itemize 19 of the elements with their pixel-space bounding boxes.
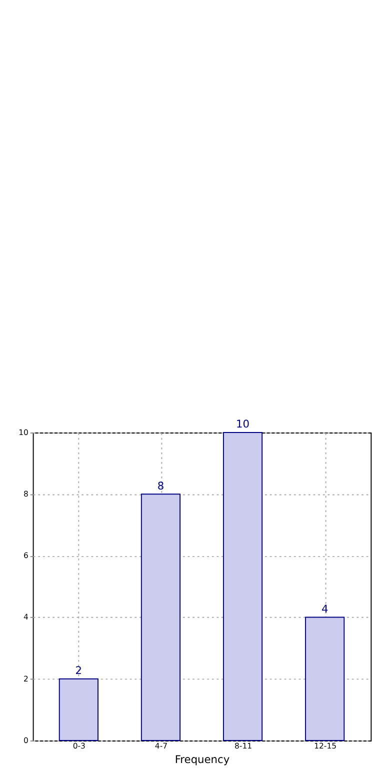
y-tick-label: 0 (24, 736, 29, 745)
bar (140, 494, 181, 741)
y-tick-label: 4 (24, 612, 29, 622)
x-tick-label: 0-3 (72, 742, 86, 751)
data-label: 4 (321, 602, 328, 616)
data-label: 10 (236, 418, 250, 431)
x-tick-label: 12-15 (314, 742, 337, 751)
bar (222, 432, 263, 741)
y-tick-label: 8 (24, 490, 29, 499)
bar (58, 678, 98, 741)
x-tick-label: 8-11 (234, 742, 252, 751)
x-axis-title: Frequency (174, 753, 230, 766)
y-tick-label: 10 (18, 428, 29, 437)
bar (305, 616, 345, 741)
y-tick-label: 2 (24, 674, 29, 684)
data-label: 8 (157, 479, 164, 492)
y-tick-label: 6 (24, 551, 29, 560)
x-tick-label: 4-7 (154, 742, 168, 751)
data-label: 2 (75, 664, 82, 678)
